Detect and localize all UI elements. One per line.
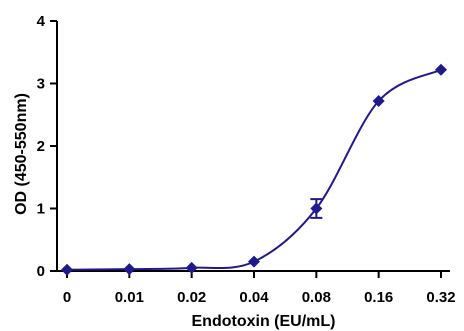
x-tick-label: 0 [63,289,71,306]
x-axis: 0 0.01 0.02 0.04 0.08 0.16 0.32 [57,270,456,306]
x-tick-label: 0.01 [115,289,144,306]
y-tick-label: 1 [37,201,45,218]
x-axis-title: Endotoxin (EU/mL) [192,313,336,330]
data-point [61,263,73,276]
x-tick-label: 0.16 [364,289,393,306]
x-tick-label: 0.08 [302,289,331,306]
data-point [435,63,447,76]
y-axis-title: OD (450-550nm) [13,93,30,215]
fit-curve [66,68,442,271]
plot-area [61,63,447,276]
data-point [372,95,385,107]
data-point [310,202,323,215]
y-axis: 0 1 2 3 4 [37,13,58,280]
y-tick-label: 2 [37,138,45,155]
y-tick-label: 0 [37,263,45,280]
y-tick-label: 4 [37,13,46,30]
x-tick-label: 0.02 [177,289,206,306]
data-point [185,261,198,274]
x-tick-label: 0.32 [426,289,455,306]
y-tick-label: 3 [37,76,45,93]
data-point [123,263,136,276]
data-point [248,255,260,268]
x-tick-label: 0.04 [239,289,269,306]
